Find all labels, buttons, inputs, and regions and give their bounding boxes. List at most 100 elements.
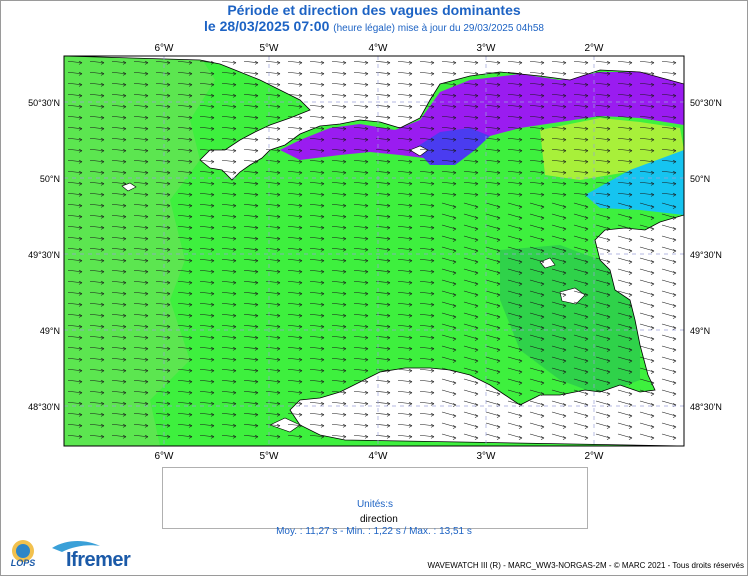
direction-arrow: [419, 203, 435, 207]
direction-arrow: [375, 60, 391, 64]
direction-arrow: [221, 401, 237, 405]
direction-arrow: [617, 323, 633, 329]
direction-arrow: [573, 323, 589, 329]
direction-arrowhead: [100, 313, 105, 318]
direction-arrowhead: [122, 434, 127, 439]
direction-arrowhead: [584, 359, 589, 363]
direction-arrow: [397, 412, 413, 416]
direction-arrow: [265, 357, 281, 361]
direction-arrow: [309, 335, 325, 339]
direction-arrow: [375, 93, 391, 97]
direction-arrowhead: [562, 115, 567, 120]
direction-arrow: [485, 345, 501, 351]
direction-arrowhead: [584, 71, 589, 76]
direction-arrowhead: [100, 170, 105, 175]
direction-arrowhead: [210, 401, 215, 406]
direction-arrow: [573, 181, 589, 185]
direction-arrowhead: [320, 269, 325, 274]
direction-arrowhead: [562, 370, 567, 374]
direction-arrow: [441, 312, 457, 318]
direction-arrow: [529, 378, 545, 384]
direction-arrow: [309, 401, 325, 405]
direction-arrow: [155, 368, 171, 372]
direction-arrow: [243, 115, 259, 119]
direction-arrow: [617, 170, 633, 174]
direction-arrowhead: [232, 368, 237, 373]
direction-arrowhead: [672, 304, 677, 308]
direction-arrowhead: [452, 315, 457, 319]
direction-arrowhead: [606, 216, 611, 220]
direction-arrowhead: [672, 260, 677, 264]
direction-arrowhead: [276, 60, 281, 65]
direction-arrow: [67, 368, 83, 372]
direction-arrow: [331, 126, 347, 130]
direction-arrowhead: [540, 170, 545, 175]
direction-arrow: [155, 313, 171, 317]
direction-arrow: [595, 279, 611, 285]
direction-arrowhead: [166, 104, 171, 109]
direction-arrow: [485, 389, 501, 395]
direction-arrowhead: [540, 403, 545, 407]
direction-arrowhead: [562, 282, 567, 286]
direction-arrow: [221, 214, 237, 218]
direction-arrow: [419, 412, 435, 416]
direction-arrow: [507, 257, 523, 263]
direction-arrow: [419, 71, 435, 75]
direction-arrow: [155, 159, 171, 163]
direction-arrow: [309, 280, 325, 284]
direction-arrow: [155, 302, 171, 306]
direction-arrowhead: [298, 203, 303, 208]
direction-arrowhead: [386, 192, 391, 197]
direction-arrowhead: [628, 359, 633, 363]
direction-arrow: [397, 104, 413, 108]
direction-arrowhead: [408, 82, 413, 87]
direction-arrow: [265, 60, 281, 64]
direction-arrowhead: [452, 414, 457, 418]
direction-arrow: [661, 422, 677, 428]
direction-arrowhead: [210, 324, 215, 329]
direction-arrow: [177, 192, 193, 196]
direction-arrowhead: [320, 379, 325, 384]
direction-arrow: [331, 203, 347, 207]
direction-arrow: [441, 334, 457, 340]
direction-arrowhead: [672, 425, 677, 429]
direction-arrow: [177, 82, 193, 86]
direction-arrowhead: [562, 293, 567, 297]
direction-arrowhead: [122, 71, 127, 76]
direction-arrow: [177, 280, 193, 284]
direction-arrowhead: [452, 93, 457, 98]
direction-arrow: [111, 203, 127, 207]
footer-credit: WAVEWATCH III (R) - MARC_WW3-NORGAS-2M -…: [427, 561, 744, 570]
direction-arrowhead: [298, 71, 303, 76]
direction-arrow: [617, 257, 633, 263]
direction-arrow: [221, 324, 237, 328]
direction-arrowhead: [518, 348, 523, 352]
direction-arrow: [441, 159, 457, 163]
direction-arrowhead: [386, 269, 391, 274]
direction-arrow: [595, 378, 611, 384]
direction-arrowhead: [364, 214, 369, 219]
direction-arrowhead: [254, 203, 259, 208]
direction-arrowhead: [672, 181, 677, 186]
graticule: [64, 56, 684, 446]
direction-arrow: [397, 93, 413, 97]
direction-arrowhead: [650, 205, 655, 209]
direction-arrow: [551, 181, 567, 185]
direction-arrow: [89, 401, 105, 405]
direction-arrow: [133, 93, 149, 97]
direction-arrow: [617, 356, 633, 362]
direction-arrowhead: [606, 115, 611, 120]
direction-arrow: [199, 423, 215, 427]
direction-arrowhead: [672, 392, 677, 396]
direction-arrow: [573, 301, 589, 307]
direction-arrowhead: [540, 315, 545, 319]
direction-arrow: [419, 126, 435, 130]
direction-arrowhead: [452, 425, 457, 429]
direction-arrow: [551, 323, 567, 329]
lat-label-right: 50°30'N: [690, 98, 722, 108]
direction-arrow: [309, 93, 325, 97]
direction-arrowhead: [364, 302, 369, 307]
direction-arrow: [67, 401, 83, 405]
direction-arrowhead: [474, 192, 479, 197]
direction-arrow: [529, 411, 545, 417]
